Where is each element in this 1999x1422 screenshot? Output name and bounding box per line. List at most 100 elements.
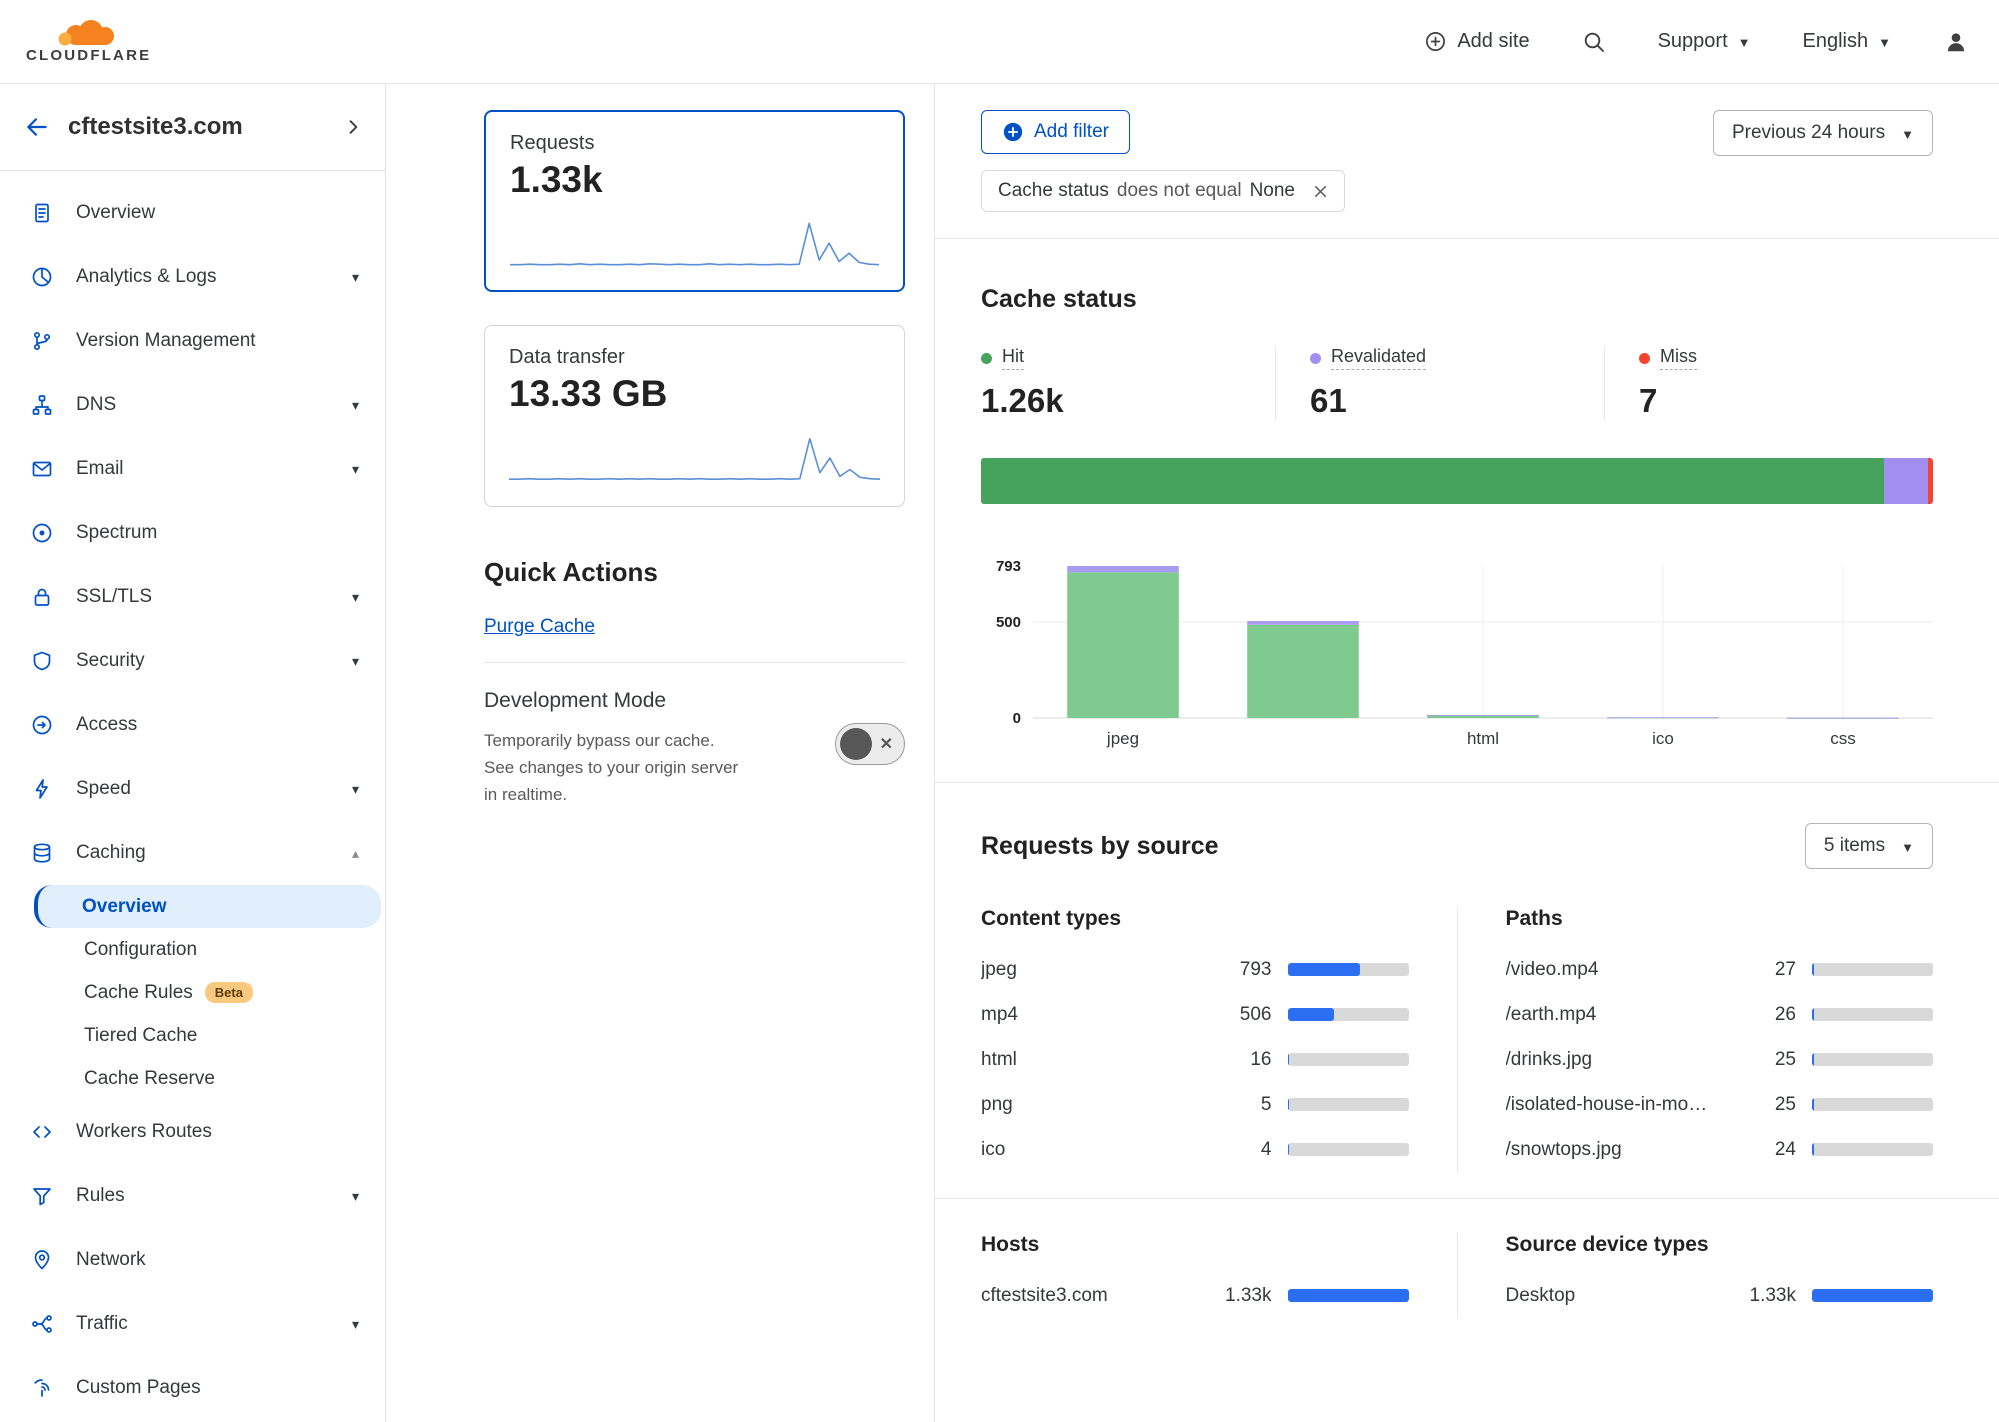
row-label: /video.mp4 xyxy=(1505,958,1599,980)
list-item: /video.mp4 27 xyxy=(1505,947,1933,992)
cache-status-legend: Hit 1.26k Revalidated 61 xyxy=(981,346,1933,420)
revalidated-label[interactable]: Revalidated xyxy=(1331,346,1427,370)
row-value: 24 xyxy=(1774,1138,1796,1160)
sidebar-item-label: Caching xyxy=(76,842,146,863)
chevron-down-icon: ▼ xyxy=(1901,126,1914,142)
sidebar-item-overview[interactable]: Overview xyxy=(0,181,385,245)
chevron-down-icon: ▾ xyxy=(351,396,359,413)
sidebar-item-dns[interactable]: DNS ▾ xyxy=(0,373,385,437)
sidebar-item-email[interactable]: Email ▾ xyxy=(0,437,385,501)
shield-icon xyxy=(30,649,54,673)
sidebar-item-ssl-tls[interactable]: SSL/TLS ▾ xyxy=(0,565,385,629)
sidebar-item-rules[interactable]: Rules ▾ xyxy=(0,1164,385,1228)
sidebar-item-access[interactable]: Access xyxy=(0,693,385,757)
requests-metric-card[interactable]: Requests 1.33k xyxy=(484,110,905,292)
chevron-up-icon: ▴ xyxy=(351,844,359,861)
purge-cache-link[interactable]: Purge Cache xyxy=(484,616,595,637)
sidebar-item-network[interactable]: Network xyxy=(0,1228,385,1292)
sidebar-subitem-label: Configuration xyxy=(84,938,198,960)
mini-bar-fill xyxy=(1812,1143,1815,1156)
requests-by-source-header: Requests by source 5 items ▼ xyxy=(981,823,1933,869)
mini-bar-fill xyxy=(1287,1098,1290,1111)
sidebar-item-security[interactable]: Security ▾ xyxy=(0,629,385,693)
hit-label[interactable]: Hit xyxy=(1002,346,1024,370)
sidebar-item-label: Access xyxy=(76,714,138,735)
topbar-actions: Add site Support ▼ English ▼ xyxy=(1424,29,1969,55)
mini-bar-fill xyxy=(1812,963,1815,976)
cloudflare-logo[interactable]: CLOUDFLARE xyxy=(26,20,151,63)
row-value: 1.33k xyxy=(1749,1284,1796,1306)
user-account-icon[interactable] xyxy=(1943,29,1969,55)
sidebar-item-label: Email xyxy=(76,458,124,479)
chevron-down-icon: ▾ xyxy=(351,780,359,797)
legend-hit: Hit 1.26k xyxy=(981,346,1275,420)
sidebar-subitem-label: Tiered Cache xyxy=(84,1024,198,1046)
sidebar-item-speed[interactable]: Speed ▾ xyxy=(0,757,385,821)
sidebar-item-label: Analytics & Logs xyxy=(76,266,217,287)
sidebar-item-caching-configuration[interactable]: Configuration xyxy=(0,928,385,971)
sidebar-item-label: Version Management xyxy=(76,330,256,351)
sidebar-item-tiered-cache[interactable]: Tiered Cache xyxy=(0,1014,385,1057)
miss-label[interactable]: Miss xyxy=(1660,346,1697,370)
svg-text:jpeg: jpeg xyxy=(1106,729,1139,748)
data-transfer-metric-card[interactable]: Data transfer 13.33 GB xyxy=(484,325,905,507)
stacked-segment-miss xyxy=(1927,458,1933,504)
add-site-button[interactable]: Add site xyxy=(1424,30,1530,53)
sidebar-item-label: Traffic xyxy=(76,1313,128,1334)
row-label: png xyxy=(981,1093,1013,1115)
row-value: 4 xyxy=(1260,1138,1272,1160)
row-label: /earth.mp4 xyxy=(1505,1003,1597,1025)
sidebar-item-label: Custom Pages xyxy=(76,1377,201,1398)
sidebar-item-label: Workers Routes xyxy=(76,1121,212,1142)
language-menu[interactable]: English ▼ xyxy=(1803,30,1891,53)
items-count-select[interactable]: 5 items ▼ xyxy=(1804,823,1933,869)
sidebar-item-cache-reserve[interactable]: Cache Reserve xyxy=(0,1057,385,1100)
data-transfer-value: 13.33 GB xyxy=(509,373,668,414)
sidebar-item-label: Security xyxy=(76,650,145,671)
list-item: ico 4 xyxy=(981,1127,1409,1172)
row-label: ico xyxy=(981,1138,1006,1160)
sidebar-item-version-management[interactable]: Version Management xyxy=(0,309,385,373)
cache-status-filter-chip[interactable]: Cache status does not equal None xyxy=(981,170,1345,212)
divider xyxy=(935,1198,1999,1199)
back-arrow-icon[interactable] xyxy=(24,114,50,140)
sidebar-item-label: Speed xyxy=(76,778,131,799)
stacked-segment-revalidated xyxy=(1884,458,1928,504)
row-bar xyxy=(1812,1008,1933,1021)
add-filter-button[interactable]: Add filter xyxy=(981,110,1130,154)
time-range-select[interactable]: Previous 24 hours ▼ xyxy=(1712,110,1933,156)
sidebar-item-caching-overview[interactable]: Overview xyxy=(34,885,381,928)
sidebar-item-custom-pages[interactable]: Custom Pages xyxy=(0,1356,385,1420)
remove-filter-icon[interactable] xyxy=(1311,182,1330,201)
hosts-group: Hosts cftestsite3.com 1.33k xyxy=(981,1233,1457,1318)
mini-bar-fill xyxy=(1287,1053,1290,1066)
row-bar xyxy=(1812,1098,1933,1111)
chevron-down-icon: ▾ xyxy=(351,268,359,285)
hosts-and-devices: Hosts cftestsite3.com 1.33k Source devic… xyxy=(981,1233,1933,1318)
circle-plus-icon xyxy=(1003,122,1023,142)
divider xyxy=(935,238,1999,239)
sidebar-item-workers-routes[interactable]: Workers Routes xyxy=(0,1100,385,1164)
support-menu[interactable]: Support ▼ xyxy=(1658,30,1751,53)
sidebar-item-spectrum[interactable]: Spectrum xyxy=(0,501,385,565)
requests-value: 1.33k xyxy=(510,159,603,200)
content-types-group: Content types jpeg 793 mp4 506 html xyxy=(981,907,1457,1172)
filters-row: Add filter Previous 24 hours ▼ xyxy=(981,110,1933,156)
list-item: /isolated-house-in-mo… 25 xyxy=(1506,1082,1933,1127)
revalidated-dot-icon xyxy=(1310,352,1321,364)
sidebar-item-analytics-logs[interactable]: Analytics & Logs ▾ xyxy=(0,245,385,309)
funnel-icon xyxy=(30,1184,54,1208)
chip-operator: does not equal xyxy=(1116,180,1242,201)
sidebar-item-caching[interactable]: Caching ▴ xyxy=(0,821,385,885)
sidebar-item-traffic[interactable]: Traffic ▾ xyxy=(0,1292,385,1356)
svg-text:html: html xyxy=(1467,729,1499,748)
paths-group: Paths /video.mp4 27 /earth.mp4 26 / xyxy=(1456,907,1933,1172)
chevron-right-icon[interactable] xyxy=(343,117,363,137)
dev-mode-toggle[interactable]: ✕ xyxy=(835,723,905,765)
search-icon[interactable] xyxy=(1582,30,1606,54)
document-icon xyxy=(30,201,54,225)
chip-field: Cache status xyxy=(998,180,1109,201)
chevron-down-icon: ▼ xyxy=(1878,35,1891,50)
sidebar-item-cache-rules[interactable]: Cache Rules Beta xyxy=(0,971,385,1014)
row-bar xyxy=(1287,963,1409,976)
